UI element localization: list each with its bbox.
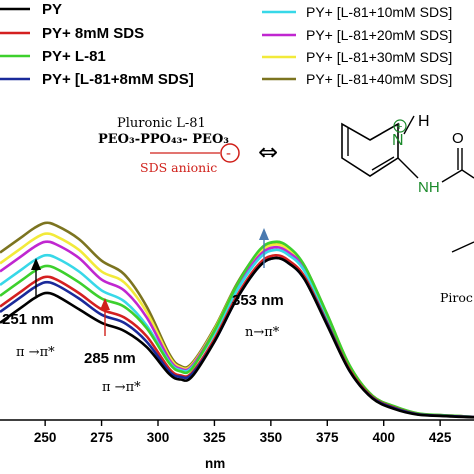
micelle-minus-sign: -: [226, 145, 231, 162]
micelle-name-label: Pluronic L-81: [117, 116, 206, 131]
legend-label-10mm: PY+ [L-81+10mM SDS]: [306, 4, 452, 20]
peak-285-transition: π →π*: [102, 380, 141, 395]
legend-label-l81-sds: PY+ [L-81+8mM SDS]: [42, 71, 194, 88]
series-line-4: [0, 248, 474, 419]
micelle-annotation: Pluronic L-81 PEO₃-PPO₄₃- PEO₃ - SDS ani…: [98, 116, 278, 175]
micelle-formula-label: PEO₃-PPO₄₃- PEO₃: [98, 132, 229, 147]
x-tick-label-400: 400: [372, 430, 395, 445]
legend-label-l81: PY+ L-81: [42, 48, 106, 65]
x-axis-ticks: 250 275 300 325 350 375 400 425: [34, 420, 452, 445]
structure-name-label: Piroc: [440, 290, 473, 305]
legend-label-40mm: PY+ [L-81+40mM SDS]: [306, 71, 452, 87]
carbonyl-oxygen-label: O: [452, 130, 464, 147]
peak-251-transition: π →π*: [16, 345, 55, 360]
positive-charge-sign: +: [396, 121, 402, 133]
series-line-2: [0, 240, 474, 419]
hydrogen-label: H: [418, 113, 430, 130]
peak-annotations: 251 nm π →π* 285 nm π →π* 353 nm n→π*: [2, 228, 284, 395]
x-tick-label-350: 350: [260, 430, 283, 445]
series-line-0: [0, 256, 474, 419]
legend-label-20mm: PY+ [L-81+20mM SDS]: [306, 27, 452, 43]
series-line-6: [0, 232, 474, 419]
exchange-arrow-icon: ⇔: [258, 138, 278, 166]
peak-251-label: 251 nm: [2, 311, 54, 328]
legend-left: PY PY+ 8mM SDS PY+ L-81 PY+ [L-81+8mM SD…: [0, 1, 194, 88]
ring-nitrogen-label: N: [392, 132, 404, 149]
x-axis-label: nm: [205, 456, 225, 471]
series-line-5: [0, 240, 474, 419]
chemical-structure: N + H NH O Piroc: [341, 113, 474, 305]
peak-285-label: 285 nm: [84, 350, 136, 367]
legend-right: PY+ [L-81+10mM SDS] PY+ [L-81+20mM SDS] …: [262, 4, 452, 87]
micelle-sds-label: SDS anionic: [140, 160, 217, 175]
x-tick-label-250: 250: [34, 430, 57, 445]
peak-353-label: 353 nm: [232, 292, 284, 309]
x-tick-label-325: 325: [203, 430, 226, 445]
legend-label-py: PY: [42, 1, 62, 18]
x-tick-label-275: 275: [90, 430, 113, 445]
x-tick-label-375: 375: [316, 430, 339, 445]
amide-nh-label: NH: [418, 179, 440, 196]
x-tick-label-425: 425: [429, 430, 452, 445]
series-line-1: [0, 253, 474, 419]
legend-label-30mm: PY+ [L-81+30mM SDS]: [306, 49, 452, 65]
x-axis: 250 275 300 325 350 375 400 425 nm: [0, 419, 474, 471]
positive-charge-circle: [393, 119, 407, 133]
plot-lines: [0, 221, 474, 419]
x-tick-label-300: 300: [147, 430, 170, 445]
pyridine-ring: [341, 122, 399, 177]
peak-353-transition: n→π*: [245, 325, 280, 340]
legend-label-sds: PY+ 8mM SDS: [42, 25, 144, 42]
micelle-head-circle: [220, 143, 240, 163]
